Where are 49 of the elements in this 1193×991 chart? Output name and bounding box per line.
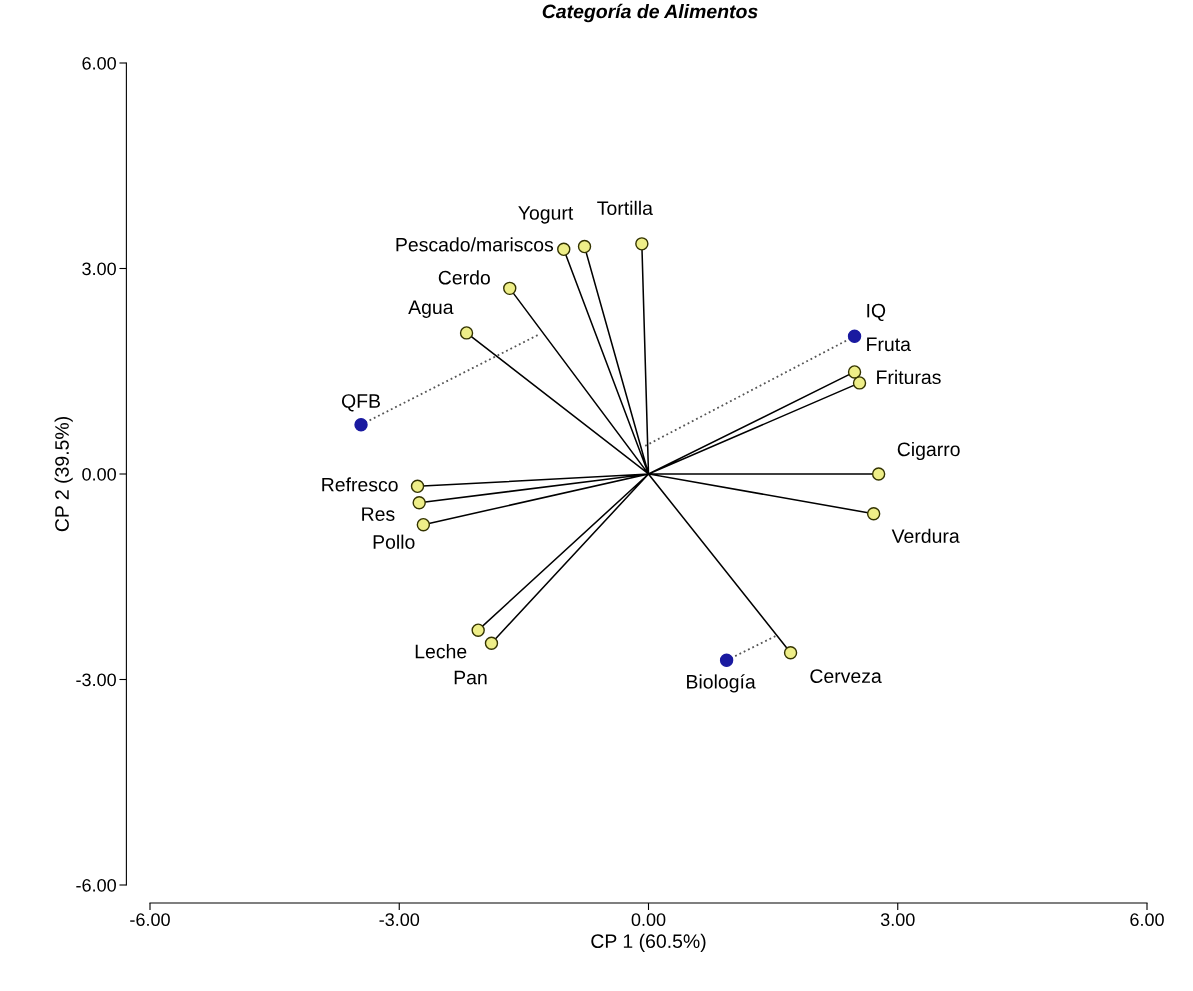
- x-tick-label: -6.00: [130, 913, 170, 927]
- point: [503, 281, 517, 296]
- x-tick-label: 3.00: [880, 913, 915, 927]
- y-axis-title: CP 2 (39.5%): [54, 417, 73, 532]
- annotation: IQ: [867, 303, 886, 322]
- y-tick-label: -6.00: [76, 878, 116, 892]
- annotation: QFB: [341, 394, 380, 412]
- y-tick-label: -3.00: [76, 673, 116, 687]
- point: [635, 237, 649, 251]
- point: [471, 623, 485, 637]
- chart-title: Categoría de Alimentos: [542, 3, 758, 23]
- point: [871, 467, 886, 481]
- annotation: Verdura: [891, 528, 960, 543]
- point: [557, 242, 571, 257]
- point: [847, 329, 862, 344]
- point: [866, 507, 881, 521]
- point: [354, 417, 368, 432]
- x-tick-label: -3.00: [379, 913, 420, 927]
- annotation: Yogurt: [518, 206, 574, 224]
- annotation: Cerveza: [810, 669, 882, 683]
- point: [412, 496, 426, 510]
- point: [783, 646, 798, 660]
- point: [847, 365, 862, 379]
- point: [719, 653, 734, 668]
- annotation: Frituras: [877, 369, 941, 385]
- x-tick-label: 6.00: [1130, 913, 1164, 927]
- annotation: Pan: [454, 670, 487, 685]
- annotation: Res: [362, 507, 395, 521]
- annotation: Tortilla: [597, 200, 653, 216]
- annotation: Cigarro: [897, 441, 960, 461]
- y-tick-label: 3.00: [82, 262, 116, 276]
- annotation: Fruta: [867, 337, 911, 352]
- y-tick-label: 0.00: [82, 467, 116, 481]
- x-axis-title: CP 1 (60.5%): [591, 933, 706, 952]
- point: [410, 479, 425, 494]
- point: [484, 636, 499, 650]
- annotation: Biología: [687, 674, 756, 693]
- annotation: Leche: [415, 644, 467, 659]
- annotation: Cerdo: [438, 270, 490, 285]
- annotation: Pollo: [373, 534, 415, 549]
- point: [416, 517, 431, 532]
- annotation: Pescado/mariscos: [396, 237, 554, 252]
- annotation: Refresco: [322, 477, 398, 492]
- point: [577, 239, 592, 254]
- point: [459, 326, 474, 340]
- annotation: Agua: [408, 300, 454, 318]
- point: [852, 376, 867, 390]
- y-tick-label: 6.00: [82, 56, 116, 70]
- x-tick-label: 0.00: [631, 913, 666, 927]
